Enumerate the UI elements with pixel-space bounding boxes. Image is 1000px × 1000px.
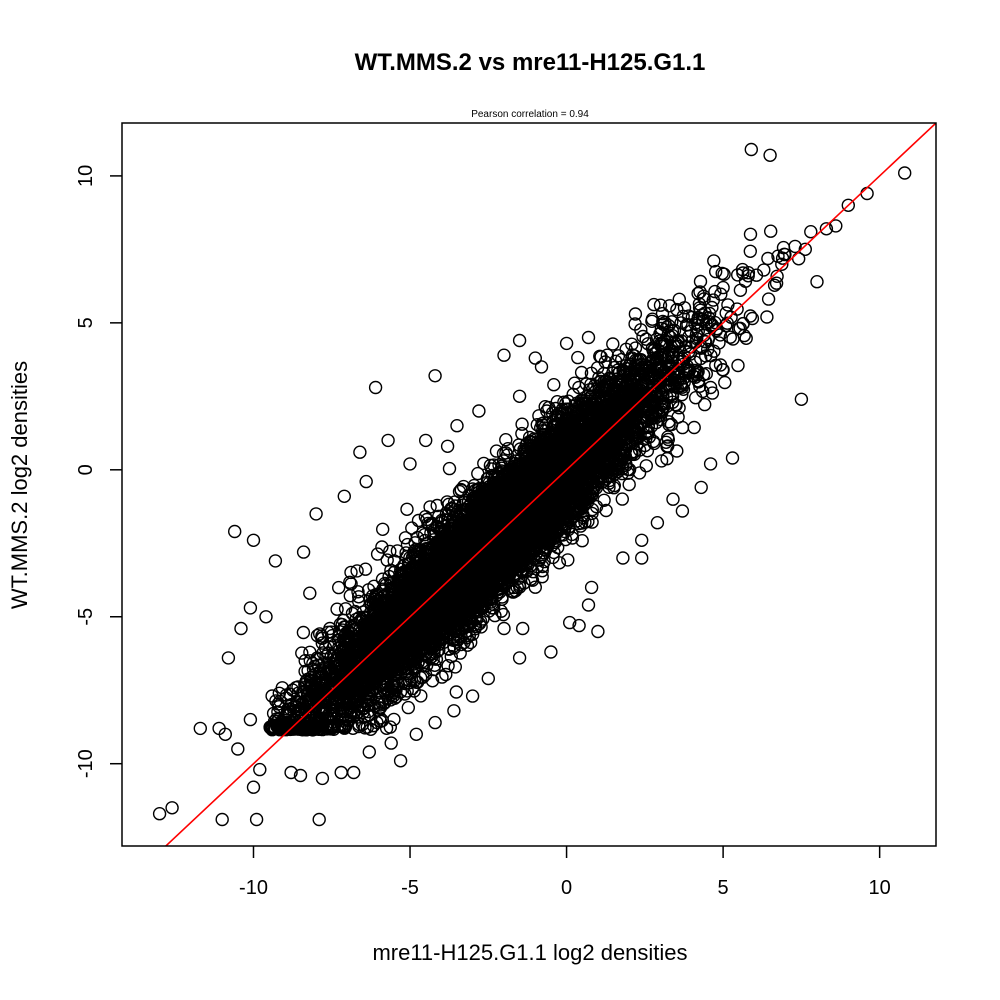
data-point [460, 638, 475, 652]
data-point [718, 375, 732, 390]
data-point [344, 565, 358, 580]
data-point [547, 378, 561, 392]
data-point [636, 329, 650, 344]
data-point [769, 276, 784, 290]
data-point [705, 386, 720, 400]
data-point [639, 459, 653, 473]
data-point [731, 358, 745, 373]
data-point [707, 254, 721, 268]
data-point [585, 515, 599, 529]
data-point [733, 283, 748, 297]
data-point [296, 625, 311, 640]
data-point [350, 564, 364, 578]
data-point [599, 503, 613, 518]
data-point [615, 492, 629, 506]
data-point [561, 553, 575, 567]
data-point [721, 298, 735, 312]
data-point [709, 264, 723, 279]
data-point [575, 534, 589, 548]
data-point [676, 309, 690, 323]
data-point [654, 454, 669, 468]
data-point [449, 685, 463, 699]
data-point [767, 278, 782, 292]
chart-subtitle: Pearson correlation = 0.94 [471, 109, 589, 120]
data-point [515, 417, 529, 431]
data-point [764, 224, 778, 238]
data-point [798, 242, 812, 257]
data-point [400, 502, 414, 516]
data-point [383, 544, 397, 559]
data-point [665, 315, 679, 329]
data-point [645, 312, 660, 326]
data-point [439, 667, 453, 682]
data-point [390, 544, 405, 558]
data-point [723, 330, 737, 344]
data-point [448, 660, 462, 674]
data-point [496, 446, 511, 461]
data-point [743, 309, 758, 323]
data-points [152, 142, 912, 827]
data-point [401, 700, 415, 715]
data-point [662, 299, 677, 313]
data-point [366, 719, 381, 733]
data-point [647, 297, 661, 312]
data-point [379, 721, 394, 735]
chart-title: WT.MMS.2 vs mre11-H125.G1.1 [355, 49, 706, 76]
data-point [343, 575, 357, 589]
data-point [708, 284, 722, 299]
data-point [528, 580, 542, 594]
data-point [655, 306, 670, 321]
data-point [343, 589, 357, 603]
